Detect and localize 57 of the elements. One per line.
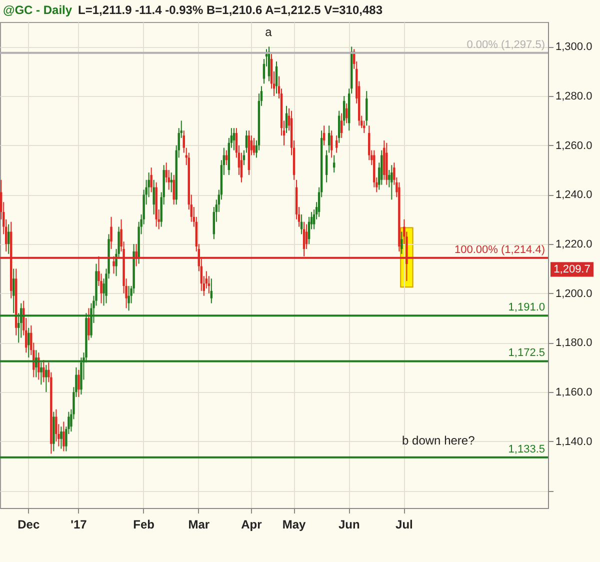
y-tick-label: 1,260.0: [556, 140, 592, 152]
candlestick: [322, 125, 326, 146]
ref-line-label: 0.00% (1,297.5): [466, 38, 545, 51]
candlestick: [62, 421, 65, 452]
candlestick: [332, 154, 336, 173]
annotation: b down here?: [402, 433, 476, 448]
candlestick: [340, 112, 343, 138]
annotation: 1,209.7: [554, 263, 590, 276]
y-tick-label: 1,280.0: [556, 90, 592, 103]
chart-subtitle: L=1,211.9 -11.4 -0.93% B=1,210.6 A=1,212.5 V=310,483: [78, 3, 383, 17]
y-tick-label: 1,180.0: [556, 337, 592, 350]
candlestick: [343, 96, 346, 126]
y-tick-label: 1,200.0: [556, 288, 592, 300]
candlestick: [366, 90, 368, 126]
candlestick: [45, 364, 48, 393]
x-tick-label: Jul: [396, 518, 413, 532]
ref-line-label: 1,133.5: [508, 443, 545, 456]
candlestick: [170, 172, 172, 193]
candlestick: [210, 278, 213, 304]
candlestick: [60, 426, 62, 450]
candlestick: [400, 231, 403, 254]
candlestick: [8, 224, 10, 254]
candlestick: [330, 130, 333, 158]
candlestick: [338, 110, 340, 144]
candlestick: [128, 285, 130, 312]
candlestick: [232, 128, 236, 151]
candlestick: [225, 150, 228, 166]
x-tick-label: Mar: [188, 518, 210, 532]
candlestick: [335, 134, 338, 154]
candlestick: [390, 164, 393, 200]
x-tick-label: Dec: [18, 518, 40, 532]
ref-line-label: 1,172.5: [508, 347, 545, 360]
candlestick: [172, 174, 175, 206]
candlestick: [150, 167, 152, 193]
candlestick: [252, 137, 256, 156]
candlestick: [78, 369, 80, 398]
candlestick: [42, 359, 45, 383]
x-tick-label: Jun: [338, 518, 360, 532]
x-tick-label: Feb: [133, 518, 154, 532]
candlestick: [152, 179, 155, 215]
candlestick: [368, 125, 370, 161]
y-tick-label: 1,140.0: [556, 436, 592, 448]
y-tick-label: 1,160.0: [556, 386, 592, 399]
chart-title: @GC - Daily: [3, 3, 72, 17]
y-tick-label: 1,220.0: [556, 238, 592, 251]
annotation: a: [265, 25, 272, 40]
candlestick: [275, 60, 278, 94]
candlestick: [38, 352, 40, 380]
y-tick-label: 1,300.0: [556, 41, 592, 54]
candlestick: [88, 308, 90, 341]
x-tick-label: May: [282, 518, 306, 532]
x-tick-label: '17: [70, 518, 88, 532]
ref-line-label: 1,191.0: [508, 302, 545, 314]
candlestick: [110, 216, 112, 250]
x-tick-label: Apr: [241, 518, 262, 532]
ref-line-label: 100.00% (1,214.4): [454, 244, 545, 256]
y-tick-label: 1,240.0: [556, 189, 592, 202]
